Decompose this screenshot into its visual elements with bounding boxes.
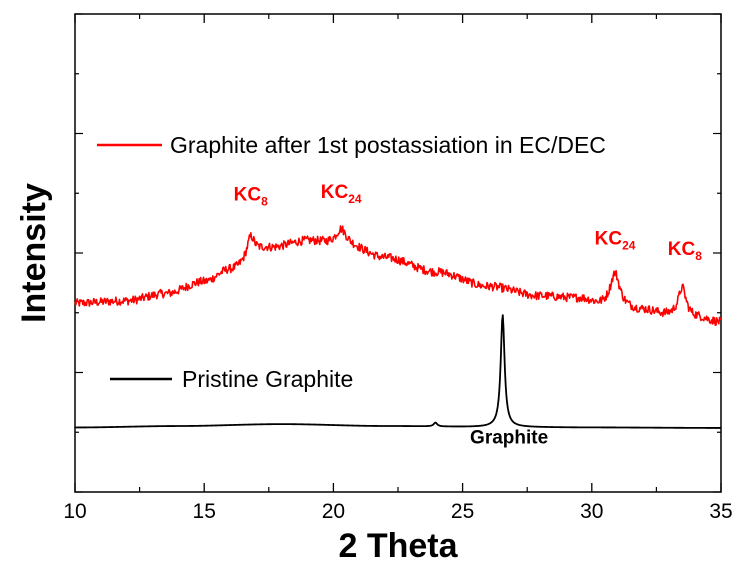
plot-frame: [74, 13, 722, 493]
peak-label: KC8: [668, 239, 702, 263]
legend-black-label: Pristine Graphite: [182, 366, 353, 392]
peak-annotations: KC8 KC24 KC24 KC8 Graphite: [234, 182, 703, 449]
x-tick-label: 15: [193, 500, 216, 523]
peak-label: KC24: [595, 228, 636, 252]
x-tick-label: 10: [63, 500, 86, 523]
x-tick-label: 25: [451, 500, 474, 523]
x-tick-label: 20: [322, 500, 345, 523]
x-tick-labels: 10 15 20 25 30 35: [63, 500, 732, 523]
series-line-black: [74, 314, 722, 429]
x-axis-title: 2 Theta: [338, 527, 458, 565]
legend-red: Graphite after 1st postassiation in EC/D…: [97, 132, 606, 158]
peak-label: KC8: [234, 184, 268, 208]
x-tick-label: 30: [580, 500, 603, 523]
peak-label: Graphite: [470, 428, 548, 449]
series-lines: [74, 225, 722, 429]
x-tick-label: 35: [709, 500, 732, 523]
legend-black: Pristine Graphite: [110, 366, 353, 392]
y-axis-title: Intensity: [15, 183, 53, 323]
peak-label: KC24: [321, 182, 362, 206]
axis-ticks: [74, 13, 722, 493]
legend-red-label: Graphite after 1st postassiation in EC/D…: [170, 132, 606, 158]
series-line-red: [74, 225, 722, 326]
